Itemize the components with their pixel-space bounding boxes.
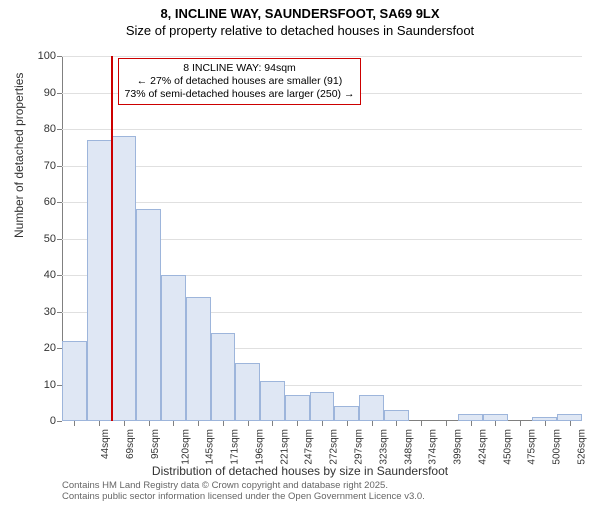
xtick-mark — [124, 421, 125, 426]
xtick-mark — [99, 421, 100, 426]
xtick-label: 120sqm — [180, 429, 191, 465]
ytick-label: 40 — [44, 269, 56, 281]
xtick-mark — [173, 421, 174, 426]
ytick-label: 90 — [44, 87, 56, 99]
histogram-bar — [161, 275, 186, 421]
ytick-mark — [57, 275, 62, 276]
annotation-line-3: 73% of semi-detached houses are larger (… — [125, 88, 355, 101]
ytick-mark — [57, 166, 62, 167]
ytick-mark — [57, 93, 62, 94]
xtick-label: 95sqm — [150, 429, 161, 459]
ytick-mark — [57, 421, 62, 422]
annotation-line-2: ← 27% of detached houses are smaller (91… — [125, 75, 355, 88]
xtick-label: 44sqm — [100, 429, 111, 459]
xtick-label: 526sqm — [576, 429, 587, 465]
xtick-mark — [545, 421, 546, 426]
xtick-label: 247sqm — [304, 429, 315, 465]
xtick-mark — [248, 421, 249, 426]
xtick-mark — [446, 421, 447, 426]
xtick-mark — [495, 421, 496, 426]
xtick-mark — [372, 421, 373, 426]
xtick-label: 500sqm — [552, 429, 563, 465]
histogram-bar — [483, 414, 508, 421]
xtick-label: 475sqm — [527, 429, 538, 465]
histogram-bar — [62, 341, 87, 421]
gridline — [62, 202, 582, 203]
xtick-mark — [223, 421, 224, 426]
xtick-label: 450sqm — [502, 429, 513, 465]
x-axis-label: Distribution of detached houses by size … — [0, 464, 600, 478]
xtick-mark — [396, 421, 397, 426]
histogram-bar — [458, 414, 483, 421]
xtick-label: 272sqm — [329, 429, 340, 465]
ytick-label: 80 — [44, 123, 56, 135]
histogram-bar — [334, 406, 359, 421]
histogram-bar — [211, 333, 236, 421]
histogram-bar — [557, 414, 582, 421]
xtick-mark — [149, 421, 150, 426]
histogram-bar — [359, 395, 384, 421]
ytick-label: 60 — [44, 196, 56, 208]
ytick-label: 20 — [44, 342, 56, 354]
ytick-mark — [57, 56, 62, 57]
ytick-mark — [57, 239, 62, 240]
annotation-box: 8 INCLINE WAY: 94sqm← 27% of detached ho… — [118, 58, 362, 105]
xtick-label: 323sqm — [378, 429, 389, 465]
ytick-label: 50 — [44, 233, 56, 245]
histogram-bar — [310, 392, 335, 421]
histogram-bar — [87, 140, 112, 421]
annotation-line-1: 8 INCLINE WAY: 94sqm — [125, 62, 355, 75]
ytick-mark — [57, 202, 62, 203]
ytick-label: 70 — [44, 160, 56, 172]
xtick-mark — [421, 421, 422, 426]
histogram-bar — [136, 209, 161, 421]
histogram-plot: 010203040506070809010044sqm69sqm95sqm120… — [62, 56, 582, 421]
xtick-mark — [74, 421, 75, 426]
gridline — [62, 129, 582, 130]
histogram-bar — [186, 297, 211, 421]
histogram-bar — [260, 381, 285, 421]
xtick-mark — [272, 421, 273, 426]
histogram-bar — [285, 395, 310, 421]
ytick-label: 10 — [44, 379, 56, 391]
xtick-label: 171sqm — [230, 429, 241, 465]
y-axis-label: Number of detached properties — [12, 73, 26, 238]
footer-line-2: Contains public sector information licen… — [62, 492, 425, 503]
xtick-mark — [471, 421, 472, 426]
xtick-label: 348sqm — [403, 429, 414, 465]
property-marker-line — [111, 56, 113, 421]
ytick-label: 100 — [38, 50, 56, 62]
xtick-label: 374sqm — [428, 429, 439, 465]
page-title: 8, INCLINE WAY, SAUNDERSFOOT, SA69 9LX — [0, 6, 600, 21]
ytick-mark — [57, 129, 62, 130]
histogram-bar — [235, 363, 260, 421]
histogram-bar — [384, 410, 409, 421]
ytick-mark — [57, 312, 62, 313]
xtick-mark — [570, 421, 571, 426]
xtick-label: 145sqm — [205, 429, 216, 465]
xtick-label: 399sqm — [453, 429, 464, 465]
xtick-mark — [520, 421, 521, 426]
histogram-bar — [112, 136, 137, 421]
xtick-mark — [198, 421, 199, 426]
xtick-mark — [322, 421, 323, 426]
xtick-label: 69sqm — [125, 429, 136, 459]
xtick-label: 221sqm — [279, 429, 290, 465]
xtick-mark — [297, 421, 298, 426]
xtick-label: 424sqm — [477, 429, 488, 465]
gridline — [62, 56, 582, 57]
xtick-mark — [347, 421, 348, 426]
page-subtitle: Size of property relative to detached ho… — [0, 23, 600, 38]
xtick-label: 297sqm — [354, 429, 365, 465]
ytick-label: 0 — [50, 415, 56, 427]
gridline — [62, 166, 582, 167]
xtick-label: 196sqm — [255, 429, 266, 465]
ytick-label: 30 — [44, 306, 56, 318]
